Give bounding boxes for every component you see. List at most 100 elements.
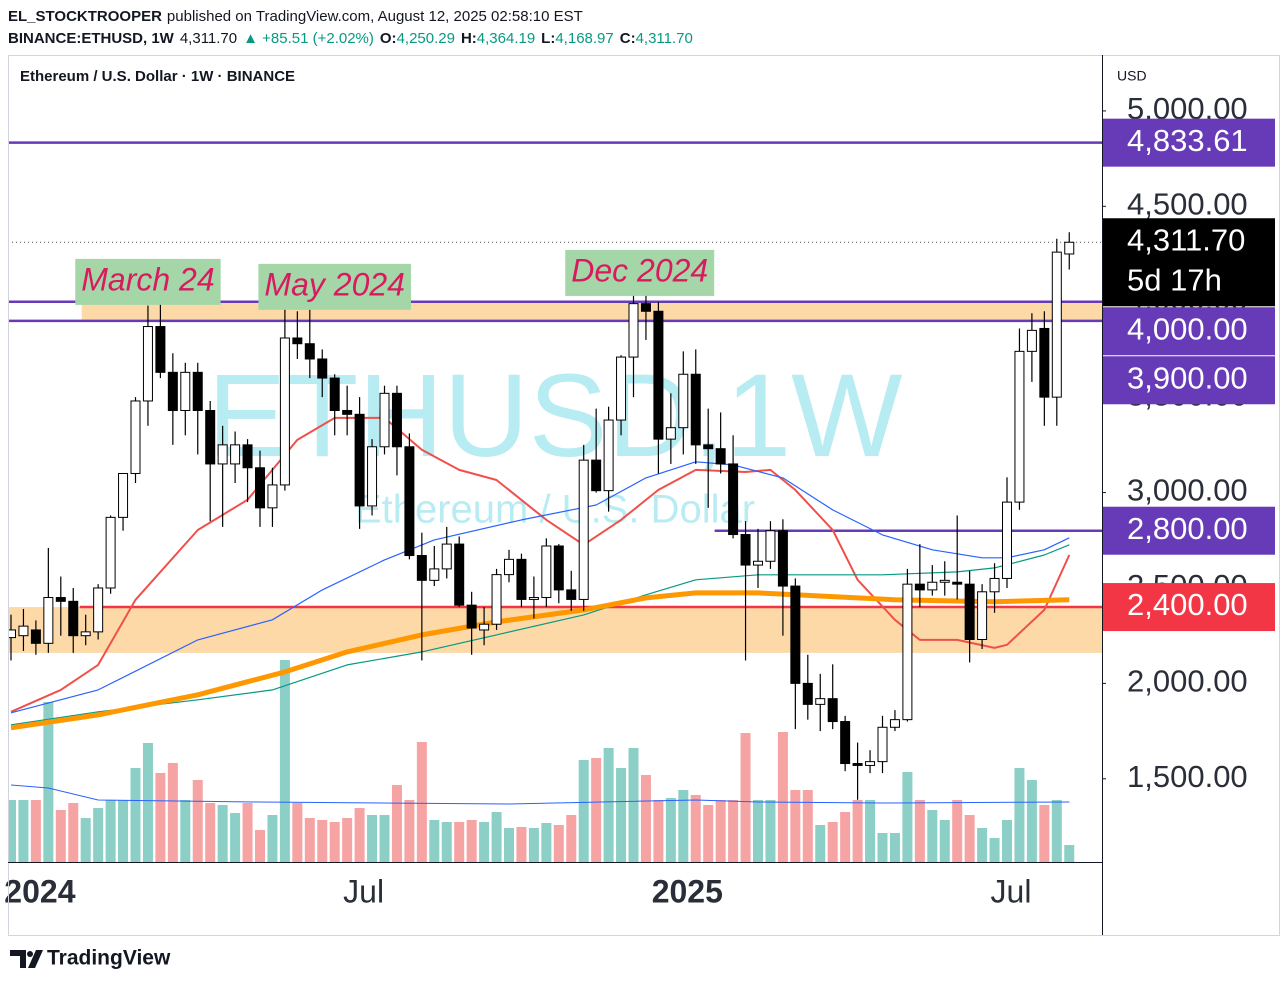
candle-body — [1051, 251, 1062, 398]
volume-bar — [342, 818, 353, 862]
published: published on TradingView.com, August 12,… — [167, 8, 583, 25]
volume-bar — [217, 805, 228, 862]
candle-body — [840, 721, 851, 765]
candle-body — [367, 446, 378, 507]
candle-body — [217, 444, 228, 465]
candle-body — [230, 444, 241, 465]
volume-bar — [192, 780, 203, 862]
volume-bar — [790, 790, 801, 862]
volume-bar — [802, 790, 813, 862]
candle-body — [977, 591, 988, 640]
candle-body — [728, 463, 739, 536]
volume-bar — [952, 800, 963, 862]
ohlc-value: 4,311.70 — [636, 30, 693, 47]
candle-body — [292, 337, 303, 345]
brand-logo-dot — [27, 951, 33, 957]
volume-bar — [279, 660, 290, 862]
candle-body — [927, 581, 938, 591]
volume-bar — [142, 743, 153, 862]
volume-bar — [989, 838, 1000, 862]
volume-bar — [553, 825, 564, 862]
candle-body — [192, 371, 203, 412]
candle-body — [715, 448, 726, 465]
candle-body — [616, 356, 627, 421]
candle-body — [504, 558, 514, 576]
moving-average — [10, 416, 1071, 713]
candle-body — [703, 444, 714, 450]
candle-body — [317, 358, 328, 379]
candle-body — [628, 303, 639, 358]
candle-body — [566, 589, 577, 600]
volume-bar — [877, 833, 888, 862]
candle-body — [678, 373, 689, 429]
candle-body — [354, 413, 365, 507]
volume-bar — [155, 773, 166, 862]
volume-bar — [528, 828, 539, 862]
volume-bar — [367, 815, 378, 862]
volume-bar — [703, 805, 714, 862]
watermark: ETHUSD,1W — [208, 350, 903, 482]
candle-body — [777, 530, 788, 587]
volume-bar — [616, 768, 627, 862]
y-tick-label: 1,500.00 — [1127, 759, 1248, 794]
footer: TradingView — [10, 947, 171, 970]
volume-bar — [628, 748, 639, 862]
volume-bar — [902, 772, 913, 862]
volume-bar — [68, 803, 79, 862]
volume-bar — [541, 823, 552, 862]
candle-body — [852, 763, 863, 766]
candle-body — [416, 555, 427, 581]
candle-body — [454, 543, 465, 606]
volume-bar — [317, 820, 328, 862]
volume-ma — [10, 784, 1070, 805]
candle-body — [603, 419, 614, 492]
price-box-label: 4,833.61 — [1127, 123, 1248, 158]
candle-body — [180, 371, 191, 412]
price-box — [1103, 218, 1275, 307]
y-tick-label: 4,500.00 — [1127, 187, 1248, 222]
volume-bar — [1014, 768, 1025, 862]
volume-bar — [9, 800, 16, 862]
candle-body — [665, 427, 676, 440]
volume-bar — [80, 818, 91, 862]
volume-bar — [852, 800, 863, 862]
volume-bar — [255, 830, 265, 862]
countdown: 5d 17h — [1127, 262, 1222, 297]
ohlc-label: O: — [380, 30, 397, 47]
volume-bar — [43, 702, 54, 862]
volume-bar — [815, 825, 826, 862]
candle-body — [1014, 350, 1025, 503]
candle-body — [578, 459, 589, 600]
annotation: March 24 — [81, 261, 214, 297]
volume-bar — [740, 733, 751, 862]
price-box — [1103, 356, 1275, 405]
volume-bar — [105, 800, 116, 862]
candle-body — [267, 484, 278, 509]
brand-logo — [10, 950, 43, 968]
chart-legend: Ethereum / U.S. Dollar · 1W · BINANCE — [20, 68, 295, 85]
volume-bar — [1064, 845, 1075, 862]
change: ▲ +85.51 (+2.02%) — [243, 30, 374, 47]
price-box-label: 4,000.00 — [1127, 311, 1248, 346]
candle-body — [118, 472, 129, 518]
candle-body — [55, 597, 66, 602]
candle-body — [1002, 501, 1012, 579]
moving-average — [10, 544, 1070, 726]
volume-bar — [230, 813, 241, 862]
candle-body — [1064, 241, 1075, 255]
volume-bar — [1051, 800, 1062, 862]
price-box — [1103, 307, 1275, 356]
pane-border — [8, 55, 1280, 936]
volume-bar — [591, 758, 602, 862]
candle-body — [80, 631, 91, 637]
volume-bar — [865, 800, 876, 862]
header-line-1: EL_STOCKTROOPER published on TradingView.… — [8, 8, 583, 25]
candle-body — [802, 682, 813, 705]
volume-bar — [167, 763, 178, 862]
candle-body — [1026, 329, 1037, 352]
volume-bar — [777, 732, 788, 862]
volume-bar — [827, 822, 838, 862]
volume-bar — [416, 742, 427, 862]
candle-body — [827, 698, 838, 723]
candle-body — [429, 568, 440, 581]
